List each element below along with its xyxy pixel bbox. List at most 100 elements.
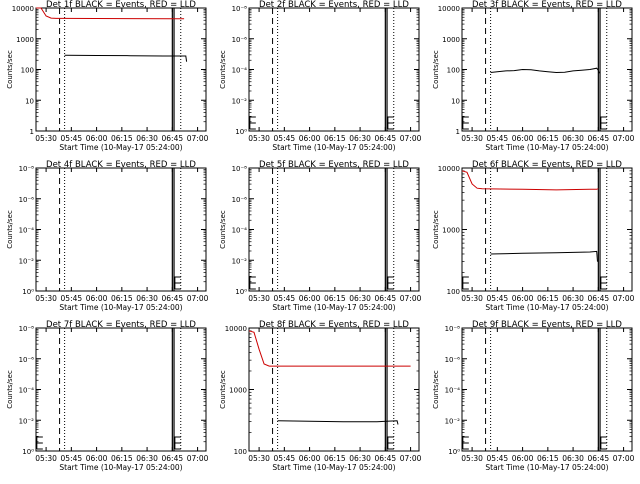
y-tick-label: 1	[30, 128, 34, 136]
y-tick-label: 10⁻²	[19, 257, 35, 265]
y-tick-label: 10000	[12, 5, 34, 13]
y-axis-label: Counts/sec	[219, 370, 227, 409]
y-tick-label: 10⁻²	[232, 97, 248, 105]
x-tick-label: 07:00	[187, 134, 209, 143]
y-tick-label: 1000	[442, 36, 460, 44]
y-axis-label: Counts/sec	[219, 50, 227, 89]
x-tick-label: 06:15	[537, 454, 559, 463]
x-tick-label: 07:00	[613, 134, 635, 143]
x-tick-label: 06:30	[562, 454, 584, 463]
x-tick-label: 05:45	[487, 454, 509, 463]
x-tick-label: 05:45	[61, 134, 83, 143]
y-tick-label: 10⁰	[235, 288, 247, 296]
lld-series-line	[461, 170, 599, 191]
x-tick-label: 05:30	[35, 454, 57, 463]
y-tick-label: 10⁻⁴	[232, 67, 248, 75]
flag-marker	[600, 436, 607, 450]
detector-panel: Det 1f BLACK = Events, RED = LLD 05:30 05:…	[6, 0, 209, 152]
y-tick-label: 10⁻⁸	[445, 325, 461, 333]
y-tick-label: 10⁻²	[19, 417, 35, 425]
y-tick-label: 10⁰	[22, 288, 34, 296]
x-tick-label: 07:00	[613, 454, 635, 463]
y-tick-label: 10⁻⁴	[19, 387, 35, 395]
x-tick-label: 06:15	[111, 134, 133, 143]
flag-marker	[387, 276, 394, 290]
x-axis-label: Start Time (10-May-17 05:24:00)	[485, 303, 608, 312]
events-series-line	[277, 420, 399, 425]
x-tick-label: 07:00	[400, 454, 422, 463]
x-axis-label: Start Time (10-May-17 05:24:00)	[272, 303, 395, 312]
y-tick-label: 10⁰	[448, 448, 460, 456]
x-tick-label: 05:45	[61, 294, 83, 303]
flag-marker	[387, 116, 394, 130]
y-tick-label: 10	[25, 97, 34, 105]
x-tick-label: 06:30	[562, 294, 584, 303]
y-tick-label: 100	[447, 67, 460, 75]
events-series-line	[64, 54, 188, 62]
x-tick-label: 05:30	[461, 454, 483, 463]
x-axis-label: Start Time (10-May-17 05:24:00)	[59, 463, 182, 472]
events-series-line	[490, 67, 600, 74]
x-tick-label: 06:45	[588, 294, 610, 303]
y-tick-label: 10⁻⁴	[19, 227, 35, 235]
x-tick-label: 07:00	[187, 294, 209, 303]
x-tick-label: 06:30	[136, 454, 158, 463]
x-tick-label: 05:30	[461, 134, 483, 143]
x-tick-label: 05:45	[61, 454, 83, 463]
y-tick-label: 1000	[442, 227, 460, 235]
detector-panel: Det 8f BLACK = Events, RED = LLD 05:30 05:…	[219, 320, 422, 472]
x-tick-label: 06:00	[86, 294, 108, 303]
x-axis-label: Start Time (10-May-17 05:24:00)	[59, 303, 182, 312]
y-tick-label: 10⁻⁶	[19, 356, 35, 364]
flag-marker	[600, 116, 607, 130]
detector-panel: Det 6f BLACK = Events, RED = LLD 05:30 05:…	[432, 160, 635, 312]
x-axis-label: Start Time (10-May-17 05:24:00)	[485, 463, 608, 472]
x-tick-label: 07:00	[187, 454, 209, 463]
y-tick-label: 10	[451, 97, 460, 105]
y-tick-label: 10⁻⁸	[19, 325, 35, 333]
x-tick-label: 06:45	[162, 134, 184, 143]
y-axis-label: Counts/sec	[6, 210, 14, 249]
x-tick-label: 05:30	[248, 134, 270, 143]
y-tick-label: 100	[447, 288, 460, 296]
flag-marker	[462, 276, 469, 290]
x-tick-label: 06:00	[512, 454, 534, 463]
x-tick-label: 06:45	[162, 294, 184, 303]
y-tick-label: 10⁻⁶	[232, 36, 248, 44]
x-tick-label: 06:15	[537, 134, 559, 143]
y-axis-label: Counts/sec	[6, 50, 14, 89]
y-tick-label: 1	[456, 128, 460, 136]
y-tick-label: 10⁻²	[232, 257, 248, 265]
x-tick-label: 06:00	[86, 454, 108, 463]
lld-series-line	[36, 7, 185, 20]
y-tick-label: 1000	[229, 387, 247, 395]
y-tick-label: 10⁰	[235, 128, 247, 136]
y-tick-label: 10⁻⁶	[232, 196, 248, 204]
flag-marker	[387, 436, 394, 450]
y-tick-label: 10000	[438, 165, 460, 173]
detector-panel: Det 7f BLACK = Events, RED = LLD 05:30 05:…	[6, 320, 209, 472]
x-tick-label: 06:45	[375, 134, 397, 143]
x-tick-label: 06:00	[299, 134, 321, 143]
flag-marker	[174, 436, 181, 450]
x-tick-label: 05:30	[35, 294, 57, 303]
x-tick-label: 06:30	[349, 134, 371, 143]
x-tick-label: 06:30	[349, 294, 371, 303]
y-tick-label: 10⁻⁶	[445, 356, 461, 364]
y-tick-label: 10⁰	[22, 448, 34, 456]
x-tick-label: 06:45	[588, 454, 610, 463]
flag-marker	[462, 436, 469, 450]
chart-title: Det 6f BLACK = Events, RED = LLD	[472, 160, 622, 170]
x-axis-label: Start Time (10-May-17 05:24:00)	[59, 143, 182, 152]
x-tick-label: 06:15	[324, 294, 346, 303]
x-tick-label: 06:00	[299, 454, 321, 463]
x-tick-label: 07:00	[613, 294, 635, 303]
chart-title: Det 5f BLACK = Events, RED = LLD	[259, 160, 409, 170]
y-tick-label: 10⁻⁸	[232, 5, 248, 13]
x-tick-label: 05:30	[248, 294, 270, 303]
x-tick-label: 06:45	[375, 454, 397, 463]
flag-marker	[249, 276, 256, 290]
chart-title: Det 8f BLACK = Events, RED = LLD	[259, 320, 409, 330]
